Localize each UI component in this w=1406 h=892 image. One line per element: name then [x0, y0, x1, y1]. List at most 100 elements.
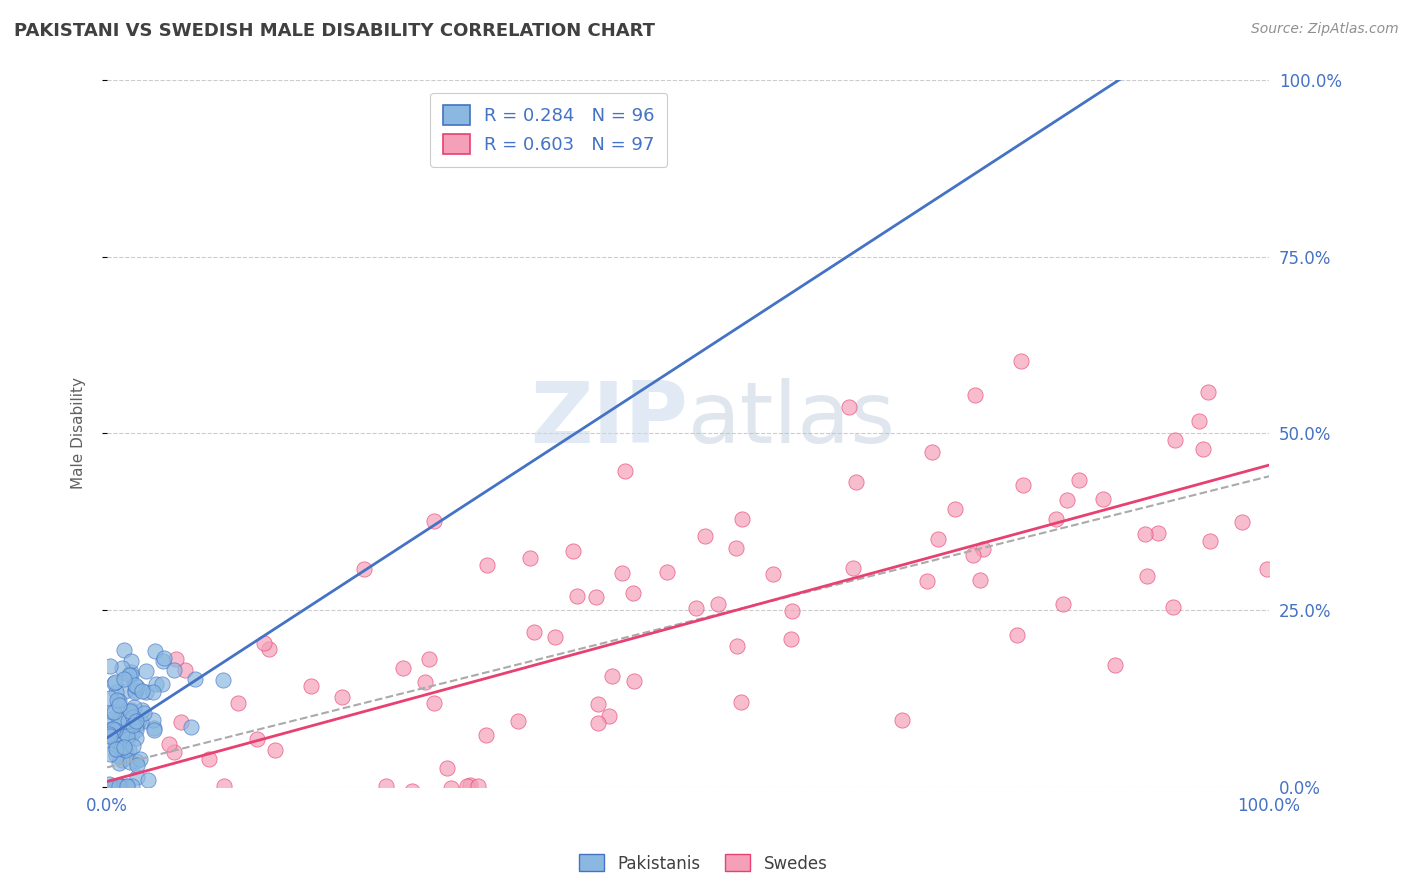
Pakistanis [104, 674, 127, 689]
Swedes [842, 561, 865, 575]
Pakistanis [112, 740, 135, 755]
Swedes [613, 465, 636, 479]
Swedes [467, 779, 489, 793]
Swedes [1147, 526, 1170, 541]
Swedes [600, 669, 623, 683]
Legend: Pakistanis, Swedes: Pakistanis, Swedes [572, 847, 834, 880]
Swedes [890, 714, 912, 728]
Swedes [1056, 492, 1078, 507]
Pakistanis [124, 678, 146, 692]
Pakistanis [118, 668, 141, 682]
Pakistanis [124, 685, 146, 699]
Swedes [413, 674, 436, 689]
Pakistanis [111, 754, 134, 768]
Swedes [623, 674, 645, 689]
Pakistanis [135, 685, 157, 699]
Pakistanis [98, 690, 121, 705]
Pakistanis [103, 722, 125, 736]
Pakistanis [131, 703, 153, 717]
Pakistanis [98, 659, 121, 673]
Pakistanis [120, 703, 142, 717]
Swedes [458, 778, 481, 792]
Pakistanis [111, 779, 134, 793]
Pakistanis [125, 754, 148, 768]
Pakistanis [150, 677, 173, 691]
Swedes [398, 815, 420, 830]
Swedes [475, 728, 498, 742]
Pakistanis [120, 706, 142, 720]
Swedes [1232, 515, 1254, 529]
Pakistanis [108, 779, 131, 793]
Swedes [1069, 473, 1091, 487]
Pakistanis [117, 742, 139, 756]
Swedes [621, 586, 644, 600]
Pakistanis [184, 672, 207, 686]
Pakistanis [120, 668, 142, 682]
Swedes [695, 529, 717, 543]
Pakistanis [117, 714, 139, 728]
Swedes [1052, 597, 1074, 611]
Pakistanis [105, 743, 128, 757]
Pakistanis [142, 713, 165, 727]
Swedes [299, 679, 322, 693]
Pakistanis [107, 698, 129, 712]
Pakistanis [110, 740, 132, 755]
Swedes [965, 388, 987, 402]
Swedes [221, 809, 243, 823]
Swedes [153, 815, 176, 830]
Swedes [943, 501, 966, 516]
Pakistanis [132, 706, 155, 720]
Pakistanis [122, 710, 145, 724]
Pakistanis [142, 723, 165, 738]
Swedes [423, 515, 446, 529]
Pakistanis [125, 758, 148, 772]
Swedes [838, 401, 860, 415]
Swedes [1136, 569, 1159, 583]
Text: PAKISTANI VS SWEDISH MALE DISABILITY CORRELATION CHART: PAKISTANI VS SWEDISH MALE DISABILITY COR… [14, 22, 655, 40]
Pakistanis [127, 680, 149, 694]
Swedes [246, 731, 269, 746]
Swedes [353, 562, 375, 576]
Swedes [401, 783, 423, 797]
Y-axis label: Male Disability: Male Disability [72, 377, 86, 490]
Pakistanis [179, 720, 201, 734]
Pakistanis [131, 684, 153, 698]
Pakistanis [145, 677, 167, 691]
Swedes [226, 696, 249, 710]
Swedes [153, 815, 176, 830]
Pakistanis [127, 770, 149, 784]
Pakistanis [153, 650, 176, 665]
Swedes [780, 632, 803, 646]
Pakistanis [124, 700, 146, 714]
Swedes [163, 745, 186, 759]
Swedes [522, 624, 544, 639]
Pakistanis [104, 779, 127, 793]
Swedes [166, 652, 188, 666]
Pakistanis [112, 642, 135, 657]
Swedes [456, 779, 478, 793]
Swedes [481, 815, 503, 830]
Swedes [612, 566, 634, 581]
Pakistanis [111, 661, 134, 675]
Swedes [685, 600, 707, 615]
Pakistanis [143, 644, 166, 658]
Swedes [927, 532, 949, 546]
Pakistanis [120, 704, 142, 718]
Legend: R = 0.284   N = 96, R = 0.603   N = 97: R = 0.284 N = 96, R = 0.603 N = 97 [430, 93, 668, 167]
Text: atlas: atlas [688, 378, 896, 461]
Swedes [292, 815, 315, 830]
Swedes [707, 597, 730, 611]
Pakistanis [100, 722, 122, 736]
Pakistanis [143, 721, 166, 735]
Pakistanis [98, 725, 121, 739]
Pakistanis [117, 729, 139, 743]
Pakistanis [163, 663, 186, 677]
Pakistanis [125, 714, 148, 729]
Swedes [725, 640, 748, 654]
Swedes [845, 475, 868, 490]
Swedes [731, 512, 754, 526]
Swedes [1192, 442, 1215, 456]
Swedes [762, 567, 785, 582]
Swedes [212, 779, 235, 793]
Pakistanis [212, 673, 235, 687]
